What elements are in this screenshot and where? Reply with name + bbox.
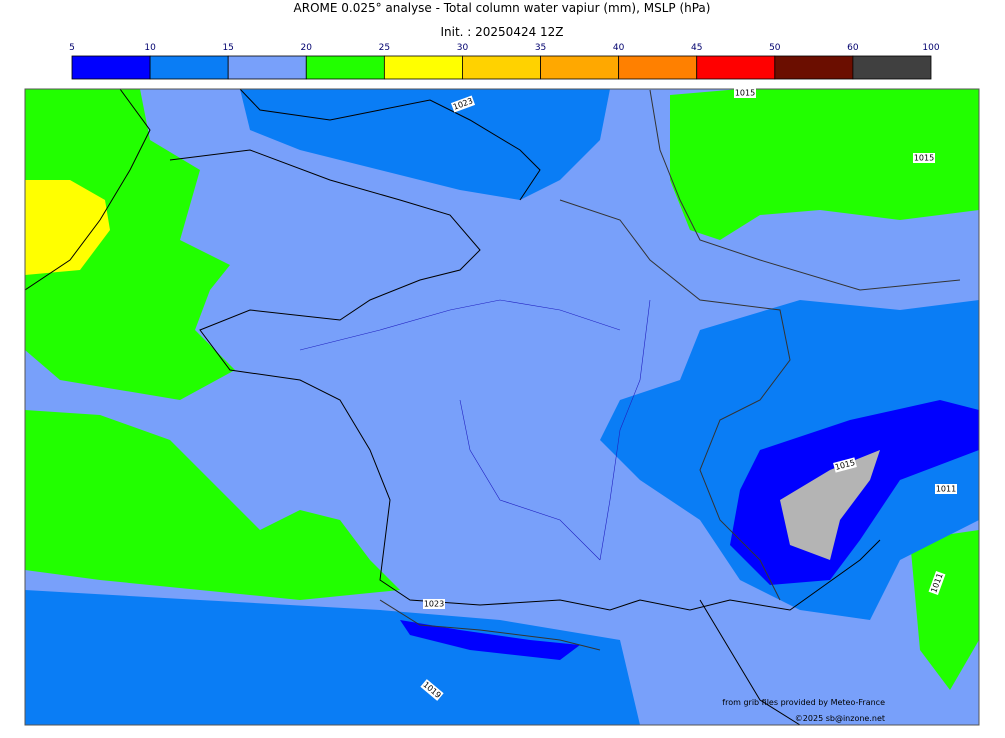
- colorbar-tick-label: 40: [613, 43, 625, 53]
- river: [299, 299, 651, 561]
- colorbar-segment: [71, 55, 151, 80]
- coastline: [25, 89, 151, 291]
- colorbar-tick-label: 100: [922, 43, 939, 53]
- coastline: [239, 89, 541, 201]
- colorbar-tick-label: 20: [301, 43, 313, 53]
- subtitle: Init. : 20250424 12Z: [440, 25, 563, 39]
- isobar-label: 1011: [935, 484, 957, 494]
- colorbar-tick-label: 45: [691, 43, 702, 53]
- isobar-label-text: 1015: [735, 89, 755, 98]
- colorbar-tick-label: 15: [222, 43, 233, 53]
- colorbar-segment: [227, 55, 307, 80]
- colorbar-segment: [149, 55, 229, 80]
- colorbar-segment: [696, 55, 776, 80]
- isobar-label-box: [423, 599, 445, 609]
- credit: ©2025 sb@inzone.net: [795, 714, 885, 723]
- colorbar-tick-label: 30: [457, 43, 469, 53]
- border: [379, 599, 601, 651]
- colorbar-tick-label: 5: [69, 43, 75, 53]
- isobar-label-box: [833, 457, 857, 473]
- isobar-label: 1015: [734, 88, 756, 98]
- credit: from grib files provided by Meteo-France: [722, 698, 885, 707]
- isobar-label: 1023: [423, 599, 445, 609]
- isobar-label-box: [928, 570, 946, 596]
- colorbar-tick-label: 35: [535, 43, 546, 53]
- colorbar-tick-label: 50: [769, 43, 781, 53]
- green-area: [25, 89, 235, 400]
- green-area: [25, 410, 400, 600]
- colorbar-segment: [305, 55, 385, 80]
- grey-area: [780, 450, 880, 560]
- blue-area: [25, 590, 640, 725]
- isobar-label-box: [734, 88, 756, 98]
- colorbar-segment: [383, 55, 463, 80]
- isobar-label-text: 1011: [936, 485, 956, 494]
- isobar-label: 1015: [833, 457, 857, 473]
- isobar-label-text: 1015: [914, 154, 934, 163]
- title: AROME 0.025° analyse - Total column wate…: [294, 1, 711, 15]
- green-area: [670, 89, 979, 240]
- border: [559, 199, 791, 601]
- colorbar-segment: [618, 55, 698, 80]
- colorbar-tick-label: 25: [379, 43, 390, 53]
- colorbar-segment: [462, 55, 541, 80]
- isobar-label: 1015: [913, 153, 935, 163]
- colorbar-tick-label: 10: [144, 43, 156, 53]
- isobar-label-box: [450, 95, 476, 113]
- colorbar: 5 10 15 20 25 30 35 40 45 50 60 100: [69, 43, 940, 80]
- coastline: [169, 149, 881, 611]
- isobar-label-box: [935, 484, 957, 494]
- isobar-label-box: [913, 153, 935, 163]
- colorbar-tick-label: 60: [847, 43, 859, 53]
- isobar-label-box: [420, 679, 444, 701]
- coastline: [699, 599, 801, 725]
- map: [25, 89, 979, 725]
- colorbar-segment: [774, 55, 854, 80]
- map-frame: [24, 88, 980, 726]
- border: [649, 89, 961, 291]
- dark-blue-area: [400, 620, 580, 660]
- yellow-area: [25, 180, 110, 275]
- colorbar-segment: [852, 55, 932, 80]
- blue-area: [240, 89, 610, 200]
- colorbar-segment: [540, 55, 620, 80]
- green-area: [910, 530, 979, 690]
- isobar-label-text: 1023: [424, 600, 444, 609]
